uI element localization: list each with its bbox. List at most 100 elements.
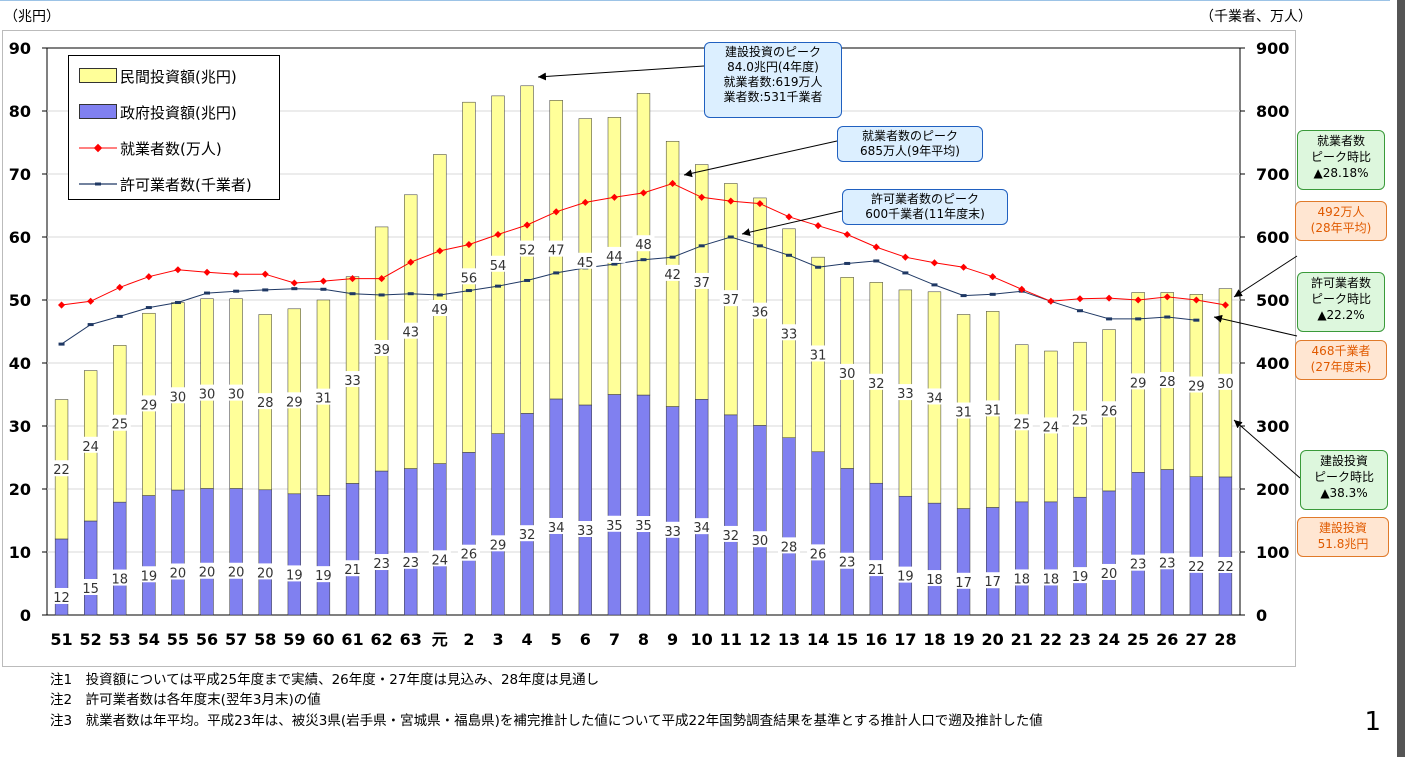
private-value-label: 29 [141, 398, 158, 413]
gov-bar [374, 470, 389, 616]
workers-point [581, 198, 589, 206]
gov-value-label-bg [1185, 556, 1208, 573]
left-tick-label: 10 [9, 543, 31, 562]
gov-value-label: 30 [752, 534, 769, 549]
gov-bar [607, 394, 622, 616]
firms-current-line2: (27年度末) [1310, 360, 1372, 374]
x-tick-label: 19 [952, 630, 974, 649]
x-tick-label: 13 [778, 630, 800, 649]
firms-point [727, 235, 734, 239]
gov-bar [142, 495, 156, 616]
firms-point [1106, 317, 1113, 321]
gov-value-label: 18 [926, 573, 943, 588]
left-tick-label: 0 [20, 606, 31, 625]
private-value-label: 36 [752, 306, 769, 321]
x-tick-label: 58 [254, 630, 276, 649]
page-number: 1 [1364, 707, 1381, 737]
gov-value-label: 33 [664, 525, 681, 540]
x-tick-label: 8 [638, 630, 649, 649]
firms-point [87, 323, 94, 327]
firms-point [1135, 317, 1142, 321]
x-tick-label: 62 [370, 630, 392, 649]
gov-bar [1160, 469, 1174, 616]
arrow-firms-peak [741, 210, 843, 237]
private-value-label-bg [428, 300, 451, 317]
gov-value-label: 35 [635, 519, 652, 534]
firms-point [1193, 318, 1200, 322]
gov-value-label: 23 [1159, 556, 1176, 571]
gov-bar [113, 501, 127, 616]
workers-point [930, 259, 939, 267]
workers-point [843, 230, 851, 239]
private-value-label-bg [1214, 373, 1237, 390]
firms-point [291, 287, 298, 291]
gov-value-label: 21 [344, 563, 361, 578]
left-tick-label: 20 [9, 480, 31, 499]
private-value-label-bg [312, 388, 335, 405]
x-tick-label: 22 [1040, 630, 1062, 649]
firms-point [378, 293, 385, 297]
x-tick-label: 5 [551, 630, 562, 649]
private-value-label: 31 [315, 392, 332, 407]
workers-point [1105, 294, 1113, 302]
firms-line [61, 236, 1197, 345]
gov-value-label: 19 [1072, 570, 1089, 585]
private-value-label: 37 [723, 293, 740, 308]
firms-point [931, 283, 938, 287]
callout-invest-line1: 建設投資のピーク [724, 45, 821, 59]
x-tick-label: 15 [836, 630, 858, 649]
gov-value-label-bg [370, 554, 393, 571]
gov-value-label: 35 [606, 519, 623, 534]
private-value-label-bg [690, 272, 713, 289]
private-value-label: 56 [461, 271, 478, 286]
gov-value-label: 20 [170, 567, 187, 582]
private-value-label-bg [1098, 401, 1121, 418]
gov-value-label-bg [952, 572, 975, 589]
firms-point [349, 292, 356, 296]
private-value-label-bg [1068, 410, 1091, 427]
private-value-label: 29 [1188, 380, 1205, 395]
x-tick-label: 12 [749, 630, 771, 649]
workers-point [465, 241, 473, 249]
firms-point [465, 289, 472, 293]
workers-point [989, 273, 997, 281]
legend-workers: 就業者数(万人) [79, 138, 222, 159]
private-value-label: 33 [344, 374, 361, 389]
gov-value-label-bg [574, 520, 597, 537]
firms-ratio-line2: ピーク時比 [1310, 292, 1371, 306]
private-value-label: 25 [1013, 417, 1030, 432]
private-value-label-bg [225, 384, 248, 401]
gov-bar [956, 508, 971, 616]
private-value-label: 24 [1043, 420, 1060, 435]
x-tick-label: 11 [720, 630, 742, 649]
workers-point [232, 270, 240, 278]
left-tick-label: 60 [9, 228, 31, 247]
right-tick-label: 300 [1256, 417, 1289, 436]
gov-value-label: 34 [693, 521, 710, 536]
workers-point [436, 247, 444, 255]
firms-ratio-line3: ▲22.2% [1317, 308, 1365, 322]
workers-current-box: 492万人 (28年平均) [1295, 201, 1387, 241]
private-value-label: 28 [257, 396, 274, 411]
window-edge [1397, 0, 1405, 757]
gov-value-label-bg [1039, 569, 1062, 586]
gov-value-label: 23 [373, 557, 390, 572]
private-value-label-bg [166, 387, 189, 404]
x-tick-label: 21 [1011, 630, 1033, 649]
workers-point [261, 270, 269, 278]
gov-value-label-bg [108, 569, 131, 586]
firms-current-box: 468千業者 (27年度末) [1295, 340, 1387, 380]
private-value-label-bg [719, 290, 742, 307]
private-value-label-bg [1156, 371, 1179, 388]
firms-point [436, 293, 443, 297]
private-value-label-bg [574, 252, 597, 269]
arrow-invest-now [1233, 419, 1301, 479]
legend-private: 民間投資額(兆円) [79, 66, 237, 87]
workers-ratio-line1: 就業者数 [1316, 134, 1365, 148]
gov-bar [695, 399, 709, 616]
gov-value-label: 18 [1043, 572, 1060, 587]
gov-bar [665, 406, 680, 616]
arrow-workers-peak [683, 140, 838, 178]
legend-firms-marker [79, 182, 117, 186]
invest-current-box: 建設投資 51.8兆円 [1297, 517, 1389, 557]
